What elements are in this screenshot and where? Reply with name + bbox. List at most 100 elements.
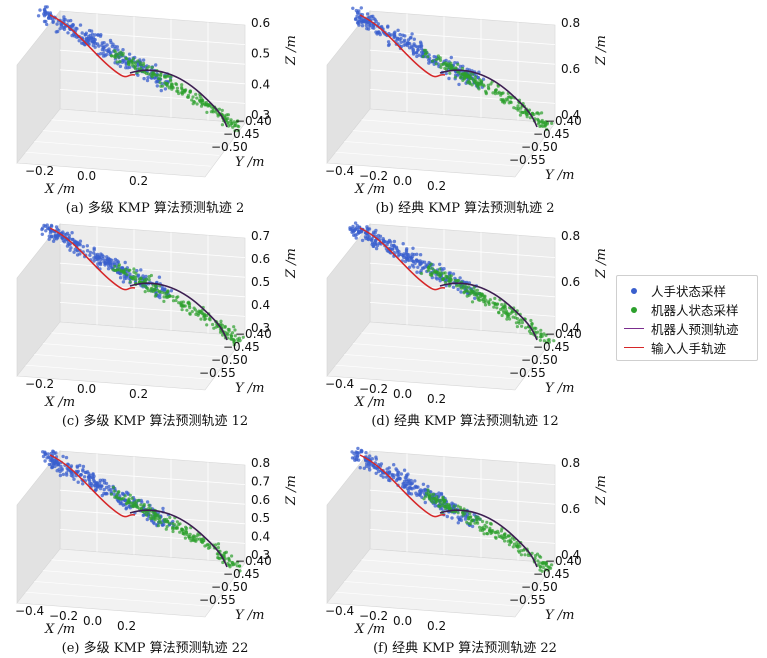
- robot-sample-point: [486, 83, 490, 87]
- robot-sample-point: [504, 311, 508, 315]
- human-sample-point: [46, 226, 50, 230]
- robot-sample-point: [153, 518, 157, 522]
- robot-sample-point: [448, 274, 452, 278]
- human-sample-point: [94, 257, 98, 261]
- robot-sample-point: [171, 299, 176, 303]
- human-sample-point: [109, 263, 113, 268]
- robot-sample-point: [224, 550, 228, 554]
- human-sample-point: [412, 252, 416, 257]
- robot-sample-point: [503, 307, 508, 311]
- human-sample-point: [38, 8, 42, 12]
- human-sample-point: [378, 32, 382, 37]
- robot-sample-point: [462, 290, 467, 294]
- robot-sample-point: [119, 53, 123, 57]
- robot-sample-point: [539, 332, 543, 336]
- x-axis-label: X /m: [44, 622, 75, 637]
- robot-sample-point: [118, 60, 122, 64]
- robot-sample-point: [516, 106, 520, 111]
- robot-sample-point: [164, 527, 168, 531]
- robot-sample-point: [136, 59, 140, 63]
- robot-sample-point: [169, 79, 173, 83]
- human-sample-point: [371, 244, 375, 248]
- robot-sample-point: [125, 273, 129, 277]
- robot-sample-point: [430, 273, 434, 278]
- robot-sample-point: [536, 330, 540, 334]
- robot-sample-point: [473, 521, 477, 525]
- human-sample-point: [62, 15, 66, 19]
- y-tick-label: −0.40: [545, 554, 582, 568]
- robot-sample-point: [481, 297, 486, 301]
- human-sample-point: [413, 479, 417, 483]
- y-tick-label: −0.40: [235, 554, 272, 568]
- robot-sample-point: [196, 532, 200, 536]
- robot-sample-point: [438, 58, 443, 63]
- human-sample-point: [414, 258, 419, 263]
- z-tick-label: 0.3: [251, 108, 270, 122]
- robot-sample-point: [163, 74, 167, 78]
- human-sample-point: [141, 58, 146, 62]
- human-sample-point: [108, 38, 113, 43]
- robot-sample-point: [459, 75, 463, 79]
- human-sample-point: [157, 275, 162, 279]
- scatter3d-plot: 0.8 0.6 0.4 Z /m −0.40−0.45−0.50−0.55Y /m −0.…: [325, 221, 609, 410]
- robot-sample-point: [474, 515, 478, 519]
- robot-sample-point: [511, 545, 515, 549]
- robot-sample-point: [199, 317, 203, 321]
- human-sample-point: [473, 296, 477, 300]
- robot-sample-point: [132, 504, 136, 508]
- robot-sample-point: [192, 306, 196, 310]
- subplot-f: 0.8 0.6 0.4 Z /m −0.40 −0.45 −0.50 −0.55 Y /m −0.…: [315, 445, 615, 656]
- robot-sample-point: [119, 269, 123, 273]
- robot-sample-point: [194, 539, 198, 543]
- human-sample-point: [161, 506, 165, 511]
- human-sample-point: [45, 22, 49, 27]
- robot-sample-point: [464, 73, 468, 78]
- human-sample-point: [457, 517, 462, 522]
- y-tick-label: −0.40: [235, 327, 272, 341]
- robot-sample-point: [194, 312, 198, 316]
- robot-sample-point: [188, 536, 192, 540]
- robot-sample-point: [540, 118, 544, 123]
- human-sample-point: [351, 227, 355, 231]
- human-sample-point: [60, 468, 64, 472]
- x-tick-label: −0.4: [325, 604, 354, 618]
- z-tick-label: 0.5: [251, 275, 270, 289]
- x-tick-label: 0.2: [129, 387, 148, 401]
- robot-sample-point: [150, 516, 154, 520]
- robot-sample-point: [549, 563, 554, 567]
- robot-sample-point: [489, 531, 493, 535]
- robot-sample-point: [230, 554, 234, 558]
- human-sample-point: [93, 484, 97, 488]
- human-sample-point: [58, 473, 63, 478]
- robot-sample-point: [460, 66, 465, 71]
- human-sample-point: [47, 237, 51, 241]
- human-sample-point: [92, 248, 96, 252]
- human-sample-point: [407, 478, 411, 482]
- human-sample-point: [101, 254, 105, 259]
- robot-sample-point: [497, 534, 501, 538]
- human-sample-point: [102, 48, 107, 52]
- robot-sample-point: [216, 112, 220, 116]
- robot-sample-point: [473, 75, 478, 79]
- robot-sample-point: [469, 292, 473, 296]
- human-sample-point: [390, 473, 394, 478]
- robot-sample-point: [236, 560, 240, 564]
- human-sample-point: [366, 20, 370, 24]
- robot-sample-point: [443, 505, 447, 509]
- robot-sample-point: [450, 67, 454, 71]
- human-sample-point: [360, 24, 365, 28]
- robot-sample-point: [220, 123, 224, 127]
- robot-sample-point: [444, 274, 448, 278]
- robot-sample-point: [434, 58, 438, 62]
- z-tick-label: 0.6: [251, 16, 270, 30]
- robot-sample-point: [165, 517, 169, 521]
- robot-sample-point: [484, 92, 488, 96]
- human-sample-point: [102, 41, 106, 45]
- robot-sample-point: [544, 561, 549, 565]
- human-sample-point: [99, 52, 103, 56]
- robot-sample-point: [214, 543, 218, 547]
- robot-sample-point: [486, 86, 491, 90]
- human-sample-point: [105, 43, 109, 47]
- robot-sample-point: [472, 285, 476, 290]
- robot-sample-point: [220, 108, 224, 112]
